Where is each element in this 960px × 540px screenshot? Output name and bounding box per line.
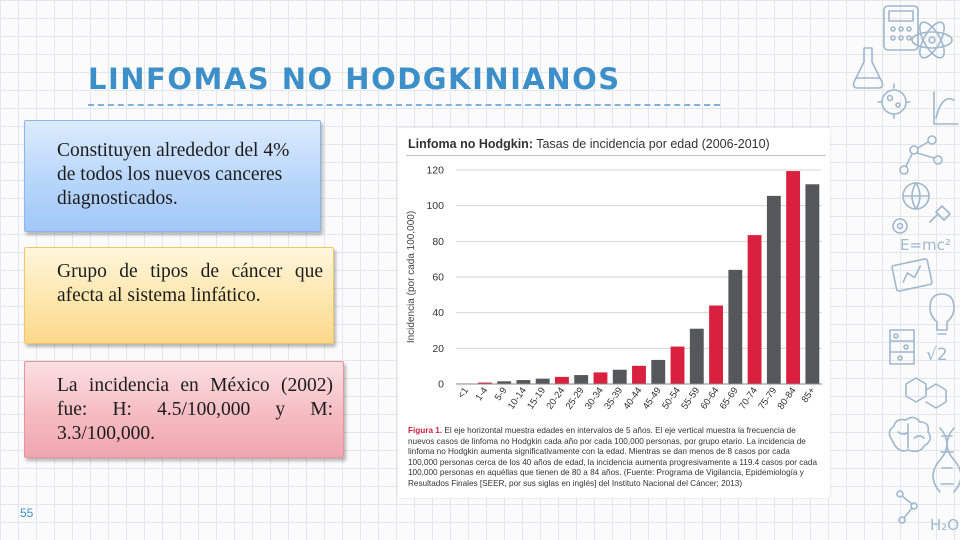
info-card-yellow-text: Grupo de tipos de cáncer que afecta al s… bbox=[57, 261, 323, 306]
chart-title-divider bbox=[406, 155, 826, 156]
caption-label: Figura 1. bbox=[408, 426, 443, 435]
bar-25-29 bbox=[574, 375, 589, 384]
x-tick-label: 15-19 bbox=[525, 385, 548, 411]
bar-65-69 bbox=[728, 269, 743, 384]
microbe-icon bbox=[877, 83, 911, 119]
x-tick-label: 70-74 bbox=[737, 385, 760, 411]
x-tick-label: 80-84 bbox=[776, 385, 799, 411]
x-tick-label: 65-69 bbox=[718, 385, 741, 411]
plug-icon bbox=[929, 205, 951, 223]
flask-icon bbox=[852, 47, 884, 89]
x-tick-label: 25-29 bbox=[564, 385, 587, 411]
bar-35-39 bbox=[612, 369, 627, 384]
title-divider bbox=[88, 104, 720, 106]
hexagon-molecule-icon bbox=[905, 377, 947, 409]
info-card-pink: La incidencia en México (2002) fue: H: 4… bbox=[24, 361, 344, 458]
info-card-blue-text: Constituyen alrededor del 4% de todos lo… bbox=[57, 140, 290, 209]
y-tick-label: 40 bbox=[432, 307, 444, 319]
bar-15-19 bbox=[535, 378, 550, 384]
x-tick-label: 35-39 bbox=[602, 385, 625, 411]
info-card-blue: Constituyen alrededor del 4% de todos lo… bbox=[24, 120, 321, 232]
x-tick-label: 75-79 bbox=[756, 385, 779, 411]
atom-icon bbox=[911, 21, 953, 59]
brain-icon bbox=[888, 416, 932, 453]
x-tick-label: 60-64 bbox=[699, 385, 722, 411]
y-tick-label: 120 bbox=[426, 165, 444, 177]
y-tick-label: 60 bbox=[432, 272, 444, 284]
calculator-icon bbox=[883, 5, 919, 51]
y-tick-label: 0 bbox=[438, 379, 444, 391]
chart-caption: Figura 1. El eje horizontal muestra edad… bbox=[408, 426, 818, 490]
bar-60-64 bbox=[709, 305, 723, 384]
slide-number: 55 bbox=[20, 506, 34, 520]
caption-text: El eje horizontal muestra edades en inte… bbox=[408, 426, 818, 488]
bar-75-79 bbox=[766, 195, 781, 384]
chart-title-rest: Tasas de incidencia por edad (2006-2010) bbox=[532, 137, 770, 151]
lightbulb-icon bbox=[929, 293, 955, 335]
bar-1-4 bbox=[477, 382, 492, 384]
notebook-icon bbox=[891, 258, 933, 292]
gear-icon bbox=[892, 218, 908, 234]
y-tick-label: 20 bbox=[432, 343, 444, 355]
bar-85+ bbox=[805, 184, 820, 384]
y-tick-label: 80 bbox=[432, 236, 444, 248]
x-tick-label: 55-59 bbox=[679, 385, 702, 411]
bar-55-59 bbox=[689, 328, 704, 384]
incidence-bar-chart: Incidencia (por cada 100,000) 0 20 40 60 80 10… bbox=[406, 165, 822, 412]
network-icon bbox=[896, 490, 918, 524]
x-tick-label: 85+ bbox=[800, 385, 819, 405]
formula-emc2: E=mc² bbox=[900, 236, 951, 254]
molecule-icon bbox=[899, 135, 943, 175]
science-doodles: E=mc² √2 H bbox=[852, 5, 960, 534]
formula-sqrt2: √2 bbox=[926, 345, 948, 365]
bar-45-49 bbox=[651, 359, 666, 384]
x-tick-label: 30-34 bbox=[583, 385, 606, 411]
bar-5-9 bbox=[497, 381, 512, 384]
slide-title: LINFOMAS NO HODGKINIANOS bbox=[88, 62, 621, 96]
x-tick-label: 45-49 bbox=[641, 385, 664, 411]
bar-40-44 bbox=[632, 365, 646, 384]
x-tick-label: 1-4 bbox=[473, 385, 490, 403]
chart-figure: Linfoma no Hodgkin: Tasas de incidencia … bbox=[398, 128, 830, 498]
bar-70-74 bbox=[747, 235, 762, 384]
formula-h2o: H₂O bbox=[930, 516, 959, 534]
info-card-yellow: Grupo de tipos de cáncer que afecta al s… bbox=[24, 247, 334, 344]
x-tick-label: 50-54 bbox=[660, 385, 683, 411]
chart-doodle-icon bbox=[933, 91, 959, 125]
dna-icon bbox=[932, 427, 960, 493]
abacus-icon bbox=[889, 329, 915, 365]
chart-title-bold: Linfoma no Hodgkin: bbox=[408, 137, 533, 151]
bar-80-84 bbox=[786, 171, 801, 384]
bar-30-34 bbox=[593, 372, 608, 384]
chart-title: Linfoma no Hodgkin: Tasas de incidencia … bbox=[408, 137, 770, 151]
bar-50-54 bbox=[670, 346, 685, 384]
globe-icon bbox=[902, 182, 930, 210]
info-card-pink-text: La incidencia en México (2002) fue: H: 4… bbox=[57, 375, 333, 444]
x-tick-label: 20-24 bbox=[544, 385, 567, 411]
bar-10-14 bbox=[516, 380, 531, 384]
x-tick-label: 10-14 bbox=[506, 385, 529, 411]
x-tick-label: 40-44 bbox=[622, 385, 645, 411]
x-tick-label: 5-9 bbox=[493, 385, 510, 403]
y-axis-label: Incidencia (por cada 100,000) bbox=[406, 211, 417, 343]
y-tick-label: 100 bbox=[426, 200, 444, 212]
bar-20-24 bbox=[555, 376, 569, 384]
x-tick-label: <1 bbox=[456, 385, 471, 400]
